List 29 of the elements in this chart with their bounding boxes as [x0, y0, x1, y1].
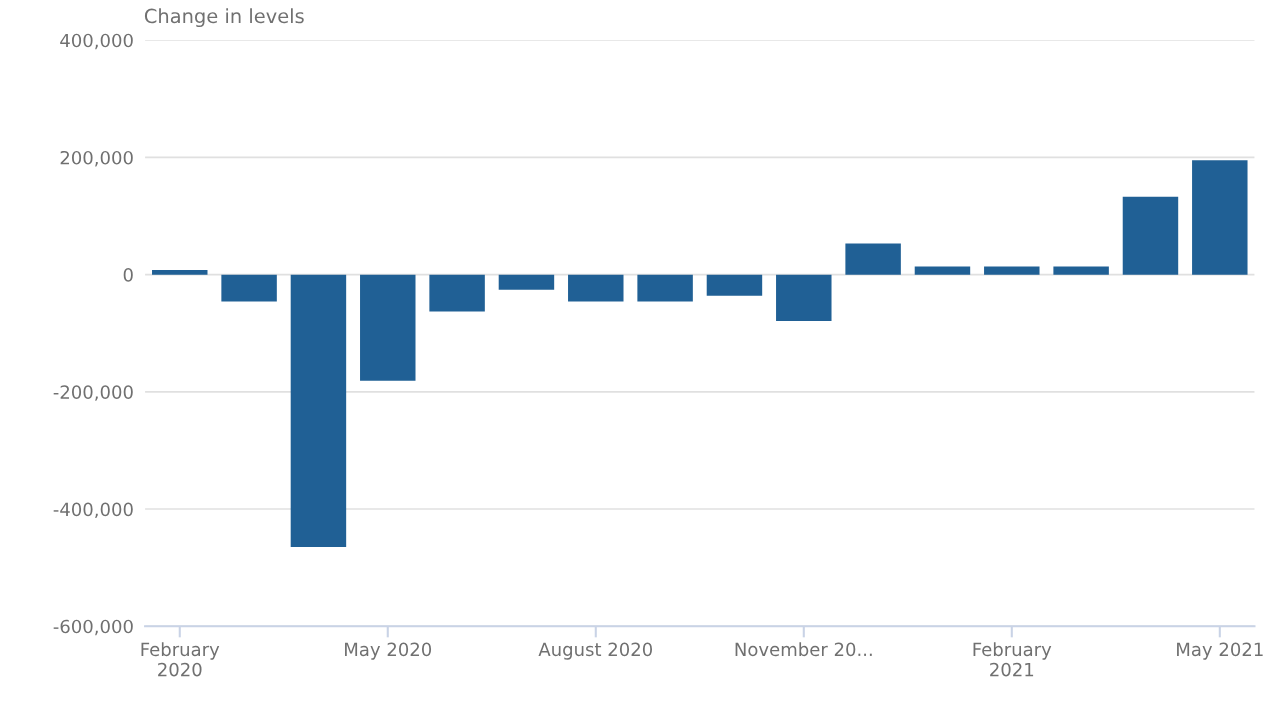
y-tick-label: -200,000: [53, 385, 133, 401]
bar: [845, 243, 901, 275]
bar: [152, 269, 208, 275]
bar: [290, 274, 347, 548]
x-tick-label: February 2021: [973, 642, 1052, 677]
bar: [1192, 160, 1248, 275]
y-tick-label: 0: [123, 268, 133, 282]
bar: [914, 266, 971, 275]
bar: [221, 274, 277, 302]
bar: [637, 274, 693, 302]
bar: [776, 274, 832, 321]
bar: [498, 274, 555, 290]
bar: [568, 274, 624, 302]
y-tick-label: -600,000: [53, 619, 133, 636]
bar: [1122, 196, 1179, 275]
bar: [984, 266, 1040, 275]
y-axis-title: Change in levels: [144, 8, 304, 28]
x-tick-label: November 20...: [735, 642, 872, 657]
x-tick-label: May 2020: [345, 642, 432, 660]
bar: [1053, 266, 1109, 275]
x-tick-label: August 2020: [538, 642, 653, 660]
bar: [360, 274, 416, 381]
x-tick-label: February 2020: [141, 642, 220, 677]
y-tick-label: -400,000: [53, 502, 133, 518]
y-tick-label: 400,000: [60, 33, 133, 50]
y-tick-label: 200,000: [60, 150, 133, 167]
bar: [429, 274, 485, 312]
x-tick-label: May 2021: [1177, 642, 1263, 660]
bar: [706, 274, 763, 296]
